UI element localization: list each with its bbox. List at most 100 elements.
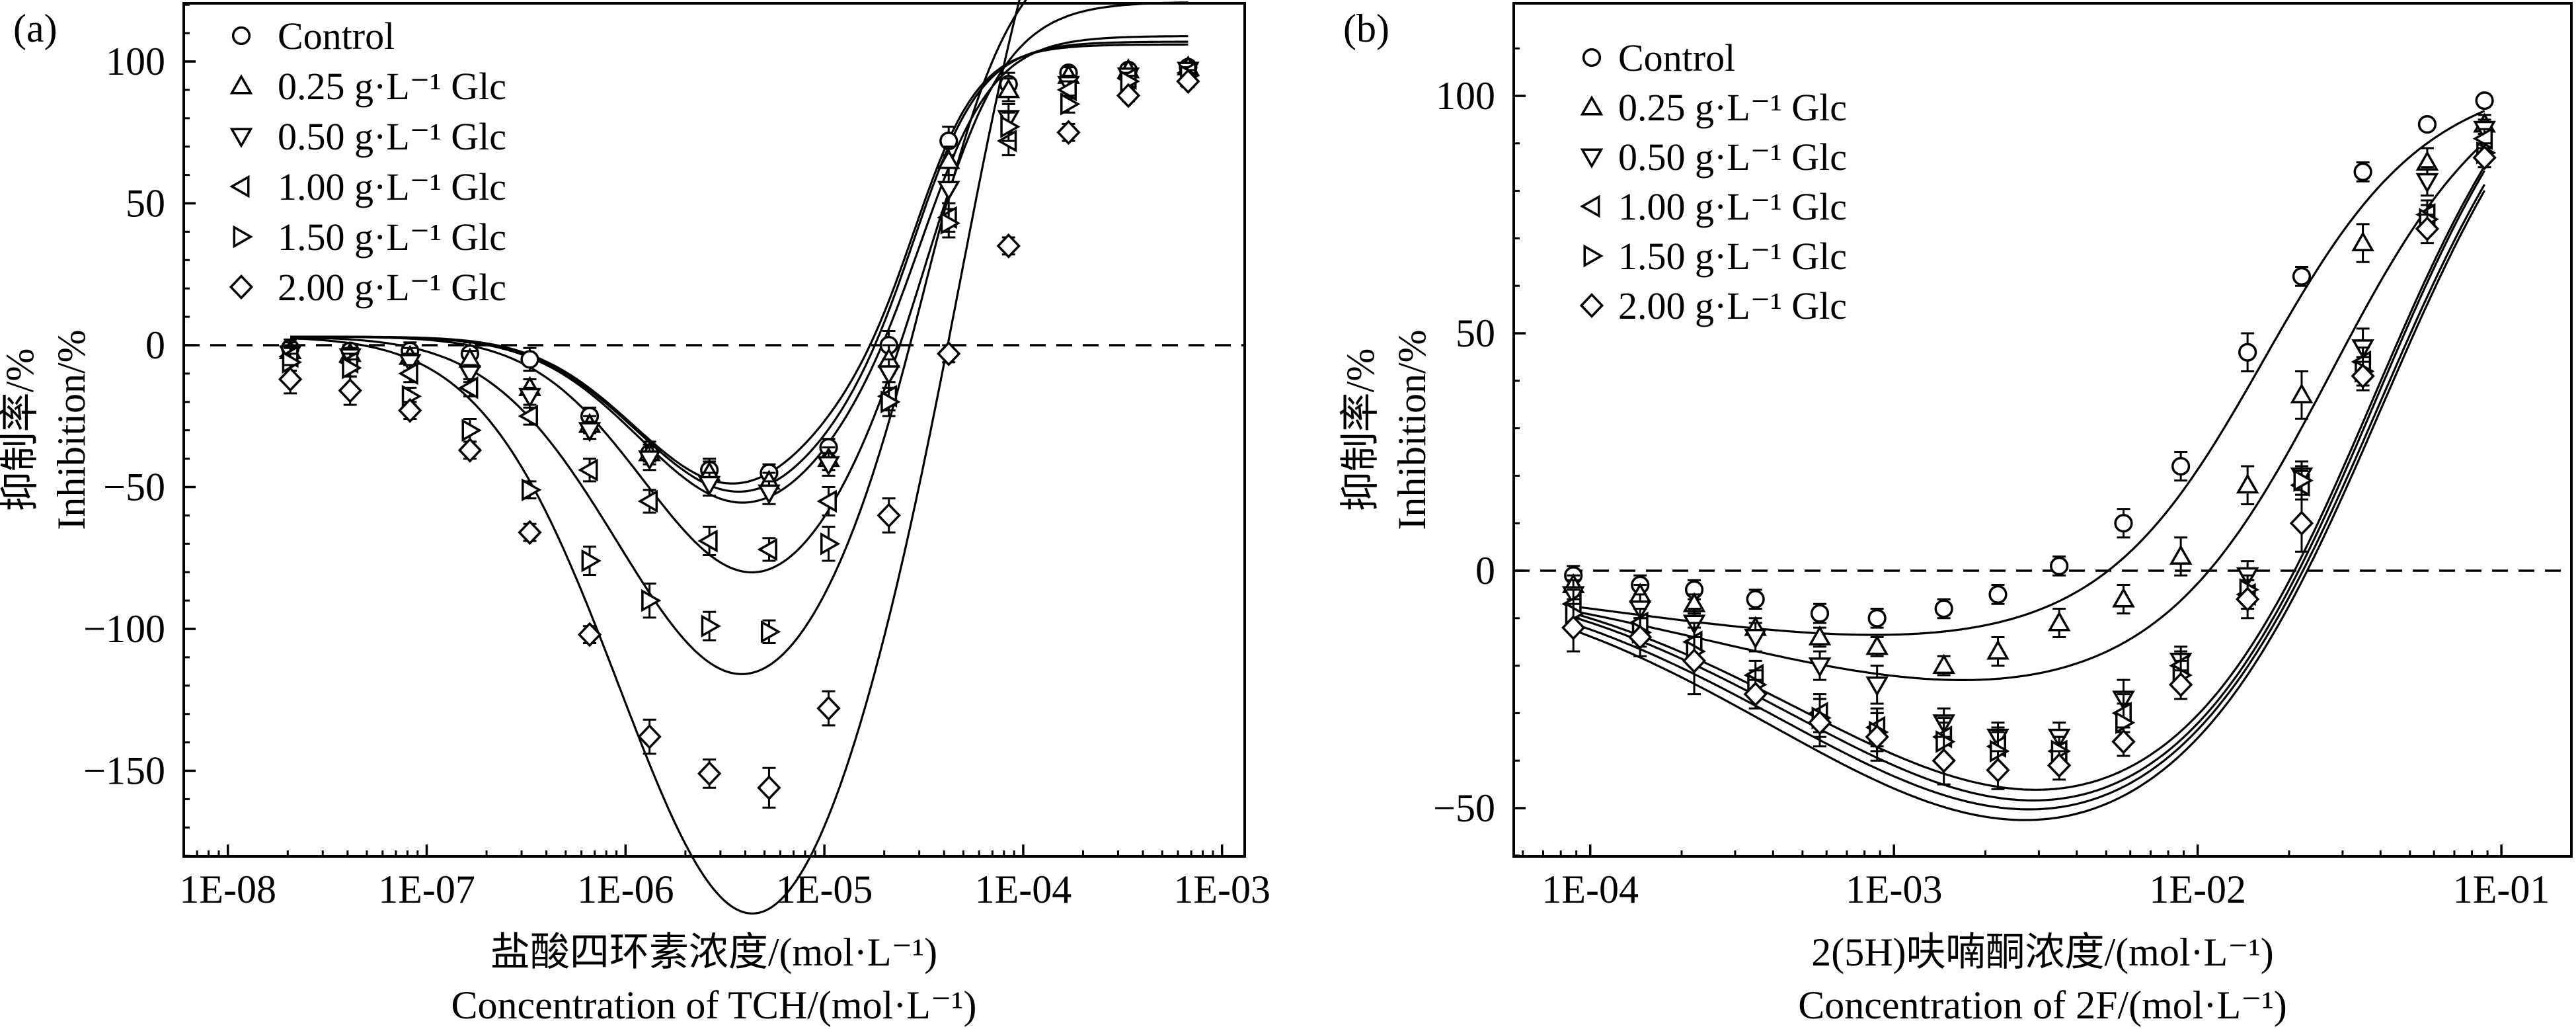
data-point <box>2169 544 2193 565</box>
fit-curve-b-4 <box>1573 184 2485 811</box>
data-point <box>520 350 539 369</box>
data-point <box>1807 710 1832 735</box>
data-point <box>2047 611 2071 632</box>
data-point <box>697 529 718 553</box>
data-point <box>2236 587 2260 612</box>
data-point <box>937 149 960 169</box>
legend-marker <box>229 175 250 198</box>
data-point <box>2417 114 2437 134</box>
data-point <box>1116 83 1141 108</box>
x-axis-title-cn-a: 盐酸四环素浓度/(mol·L⁻¹) <box>490 930 937 974</box>
y-tick-label: −50 <box>1433 786 1495 830</box>
data-point <box>1865 676 1889 697</box>
y-axis-title-cn-a: 抑制率/% <box>0 349 42 512</box>
data-point <box>2415 216 2440 242</box>
x-tick-label: 1E-04 <box>975 868 1072 911</box>
data-point <box>458 365 482 386</box>
data-point <box>518 388 541 409</box>
fit-curve-a-0 <box>290 43 1189 485</box>
data-point <box>458 376 479 399</box>
data-point <box>1865 724 1889 750</box>
data-point <box>398 397 422 423</box>
y-tick-label: 50 <box>1456 311 1495 355</box>
data-point <box>1682 648 1707 674</box>
data-point <box>937 181 960 201</box>
x-axis-title-cn-b: 2(5H)呋喃酮浓度/(mol·L⁻¹) <box>1811 930 2274 974</box>
y-axis-title-en-b: Inhibition/% <box>1390 329 1434 530</box>
y-tick-label: −50 <box>103 466 165 509</box>
y-tick-label: 100 <box>106 40 165 83</box>
fit-curve-b-5 <box>1573 190 2485 821</box>
legend-marker <box>1579 293 1604 318</box>
data-point <box>581 549 602 573</box>
data-point <box>2415 173 2439 194</box>
legend-label: 0.50 g·L⁻¹ Glc <box>1618 136 1847 179</box>
data-point <box>2047 753 2072 778</box>
data-point <box>1867 608 1887 628</box>
data-point <box>1986 757 2010 783</box>
data-point <box>461 419 482 442</box>
panel-label-b: (b) <box>1343 7 1389 50</box>
fit-curve-a-5 <box>290 0 1021 915</box>
legend-marker <box>233 225 253 249</box>
ticks-a: 100 50 0 −50 −100 −150 1E-08 1E-07 1E-06 1E-05 1E-… <box>83 3 1270 911</box>
panel-b: (b) 抑制率/% Inhibition/% 2(5H)呋喃酮浓度/(mol·L… <box>1339 2 2573 1027</box>
series-a-5 <box>278 69 1200 809</box>
legend-label: 2.00 g·L⁻¹ Glc <box>278 266 506 309</box>
data-point <box>820 532 841 556</box>
data-point <box>1056 120 1081 145</box>
data-point <box>1746 589 1765 609</box>
data-point <box>877 503 901 528</box>
data-point <box>2112 587 2135 608</box>
legend-a: Control 0.25 g·L⁻¹ Glc 0.50 g·L⁻¹ Glc 1.00 … <box>229 15 506 309</box>
data-point <box>1743 681 1768 707</box>
legend-marker <box>231 26 251 46</box>
data-point <box>2168 672 2193 698</box>
x-tick-label: 1E-02 <box>2149 868 2246 911</box>
data-point <box>2472 145 2497 171</box>
x-tick-label: 1E-04 <box>1542 868 1639 911</box>
legend-marker <box>229 74 253 95</box>
fit-curves-a <box>290 0 1189 915</box>
data-point <box>816 696 841 721</box>
data-point <box>2236 473 2259 494</box>
legend-marker <box>229 128 253 148</box>
legend-marker <box>1583 244 1604 268</box>
data-point <box>1986 639 2010 660</box>
legend-label: 1.50 g·L⁻¹ Glc <box>278 216 506 259</box>
data-point <box>760 620 781 643</box>
data-point <box>2114 514 2133 533</box>
legend-marker <box>229 274 254 300</box>
y-tick-label: 50 <box>126 182 165 226</box>
x-tick-label: 1E-06 <box>577 868 674 911</box>
x-axis-title-en-a: Concentration of TCH/(mol·L⁻¹) <box>451 983 976 1027</box>
data-point <box>1932 748 1956 774</box>
data-point <box>638 450 661 471</box>
data-point <box>1808 657 1832 678</box>
legend-b: Control 0.25 g·L⁻¹ Glc 0.50 g·L⁻¹ Glc 1.00 … <box>1579 36 1847 327</box>
data-point <box>1000 115 1021 138</box>
legend-marker <box>1580 95 1604 116</box>
data-point <box>457 437 483 463</box>
data-point <box>1561 615 1586 641</box>
legend-label: 1.00 g·L⁻¹ Glc <box>1618 185 1847 228</box>
data-point <box>1810 604 1830 623</box>
data-point <box>697 475 721 497</box>
data-point <box>282 350 302 374</box>
legend-label: 1.00 g·L⁻¹ Glc <box>278 165 506 208</box>
y-tick-label: −100 <box>83 607 165 651</box>
data-point <box>1988 585 2008 604</box>
data-point <box>2475 91 2494 110</box>
legend-marker <box>1580 194 1600 218</box>
legend-marker <box>1582 48 1602 67</box>
series-b-5 <box>1561 145 2497 790</box>
data-point <box>522 478 542 502</box>
data-point <box>1628 624 1653 650</box>
data-point <box>637 724 662 749</box>
fit-curve-b-1 <box>1573 141 2485 681</box>
panel-a: (a) 抑制率/% Inhibition/% 盐酸四环素浓度/(mol·L⁻¹)… <box>0 0 1270 1027</box>
data-point <box>577 622 602 647</box>
data-point <box>1932 653 1956 675</box>
data-point <box>937 341 961 366</box>
